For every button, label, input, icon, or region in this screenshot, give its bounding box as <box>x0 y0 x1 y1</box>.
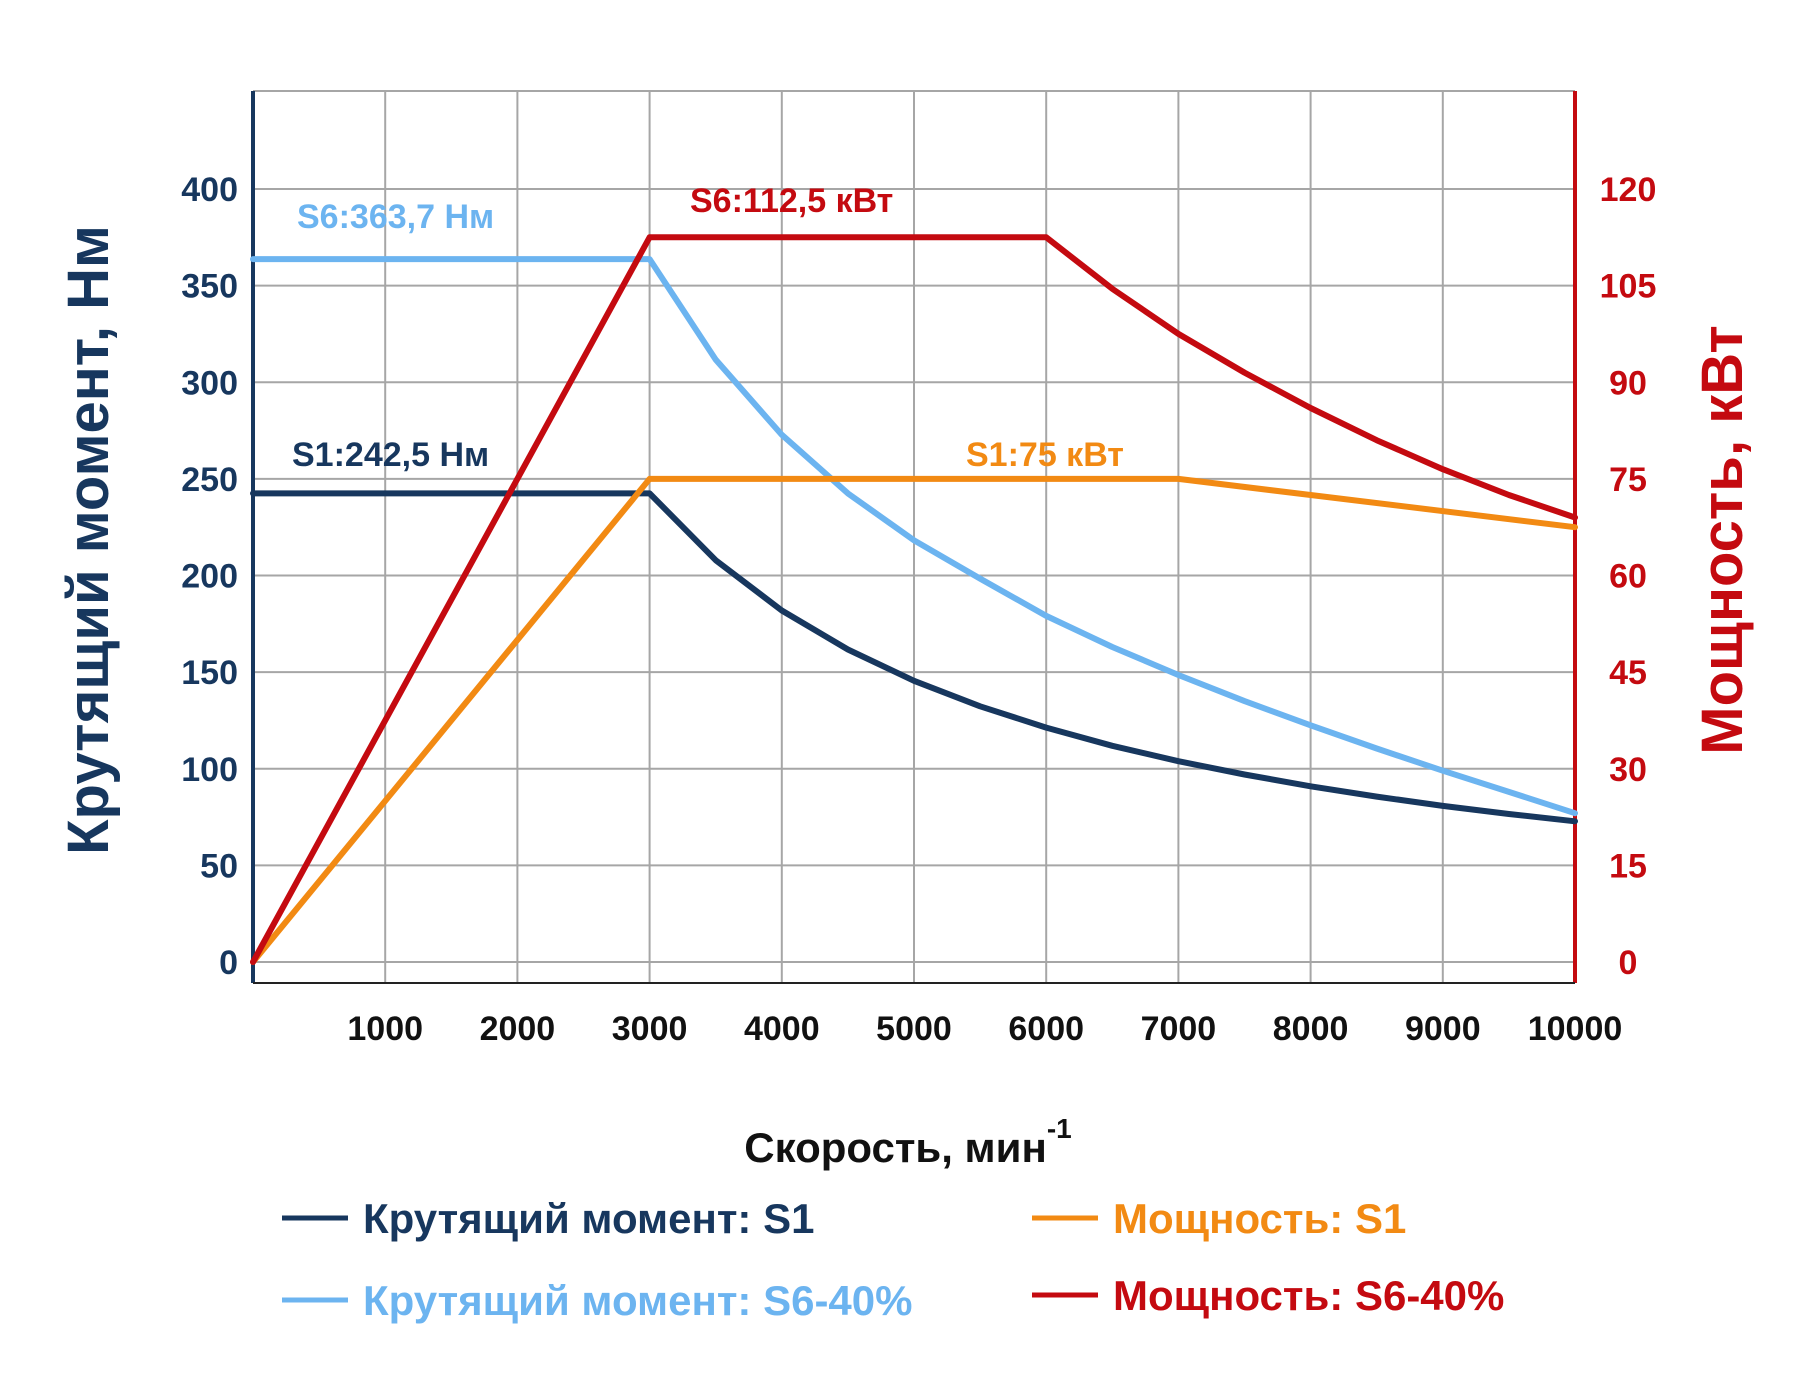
y-right-tick-label-60: 60 <box>1609 558 1647 596</box>
y-right-tick-label-75: 75 <box>1609 461 1647 499</box>
y-right-tick-label-15: 15 <box>1609 847 1647 885</box>
y-left-tick-label-100: 100 <box>181 751 238 789</box>
legend: Крутящий момент: S1 Крутящий момент: S6-… <box>282 1195 1504 1324</box>
y-right-tick-label-0: 0 <box>1619 944 1638 982</box>
legend-label-torque-s6: Крутящий момент: S6-40% <box>363 1277 913 1324</box>
y-right-tick-label-105: 105 <box>1600 268 1657 306</box>
annotation-s1-torque: S1:242,5 Нм <box>292 436 489 474</box>
x-axis-title-sup: -1 <box>1047 1113 1072 1144</box>
annotation-s1-power: S1:75 кВт <box>966 436 1124 474</box>
y-axis-left-title: Крутящий момент, Нм <box>56 225 121 855</box>
y-left-tick-label-150: 150 <box>181 654 238 692</box>
x-tick-label-2000: 2000 <box>480 1010 556 1048</box>
x-tick-label-3000: 3000 <box>612 1010 688 1048</box>
series-line-power-s1 <box>250 475 1578 965</box>
x-tick-label-8000: 8000 <box>1273 1010 1349 1048</box>
annotation-s6-power: S6:112,5 кВт <box>690 182 893 220</box>
x-tick-label-6000: 6000 <box>1008 1010 1084 1048</box>
y-left-tick-label-400: 400 <box>181 171 238 209</box>
x-tick-label-10000: 10000 <box>1528 1010 1623 1048</box>
y-left-tick-label-250: 250 <box>181 461 238 499</box>
axes <box>251 91 1577 984</box>
y-left-tick-label-200: 200 <box>181 558 238 596</box>
x-tick-label-4000: 4000 <box>744 1010 820 1048</box>
y-right-tick-label-120: 120 <box>1600 171 1657 209</box>
y-left-tick-label-50: 50 <box>200 847 238 885</box>
x-tick-label-1000: 1000 <box>347 1010 423 1048</box>
y-left-tick-label-0: 0 <box>219 944 238 982</box>
y-left-tick-label-350: 350 <box>181 268 238 306</box>
annotations: S6:363,7 Нм S1:242,5 Нм S6:112,5 кВт S1:… <box>292 182 1124 474</box>
x-tick-label-7000: 7000 <box>1141 1010 1217 1048</box>
tick-labels: 1000 2000 3000 4000 5000 6000 7000 8000 9000 1000… <box>181 171 1656 1048</box>
y-right-tick-label-30: 30 <box>1609 751 1647 789</box>
x-axis-title: Скорость, мин-1 <box>744 1113 1071 1171</box>
series-line-torque-s6 <box>250 256 1578 817</box>
legend-label-torque-s1: Крутящий момент: S1 <box>363 1195 814 1242</box>
x-tick-label-5000: 5000 <box>876 1010 952 1048</box>
y-left-tick-label-300: 300 <box>181 364 238 402</box>
y-right-tick-label-90: 90 <box>1609 364 1647 402</box>
x-tick-label-9000: 9000 <box>1405 1010 1481 1048</box>
legend-label-power-s1: Мощность: S1 <box>1113 1195 1406 1242</box>
series-lines <box>250 234 1578 965</box>
legend-label-power-s6: Мощность: S6-40% <box>1113 1272 1504 1319</box>
y-right-tick-label-45: 45 <box>1609 654 1647 692</box>
series-line-torque-s1 <box>250 490 1578 825</box>
x-axis-title-main: Скорость, мин <box>744 1124 1047 1171</box>
annotation-s6-torque: S6:363,7 Нм <box>297 198 494 236</box>
y-axis-right-title: Мощность, кВт <box>1690 325 1755 754</box>
series-line-power-s6 <box>250 234 1578 965</box>
axis-titles: Крутящий момент, Нм Мощность, кВт Скорос… <box>56 225 1755 1171</box>
